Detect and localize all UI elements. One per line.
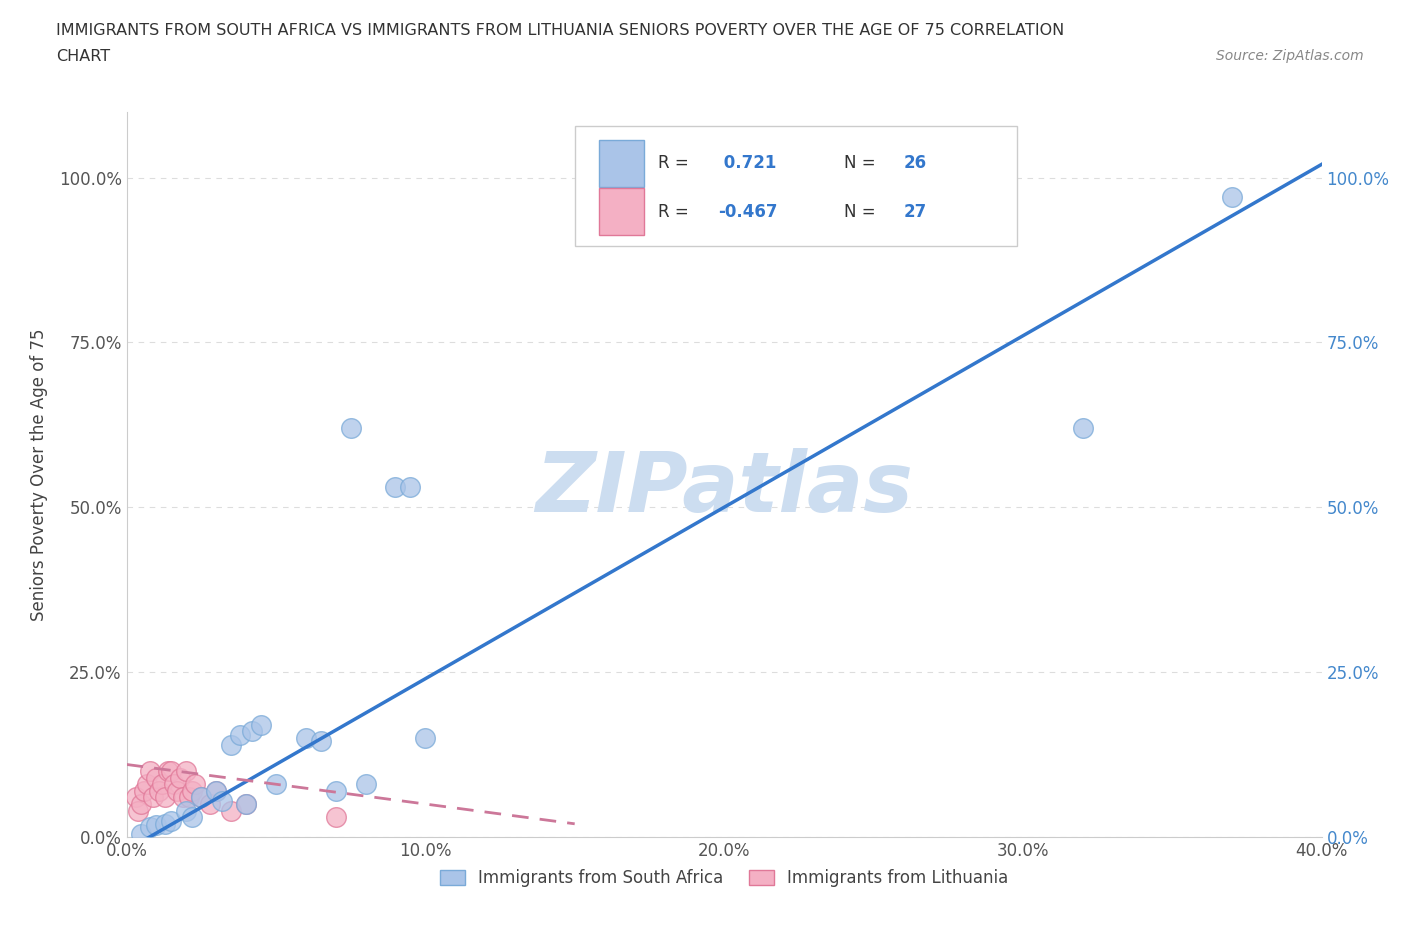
Point	[415, 731, 437, 746]
Y-axis label: Seniors Poverty Over the Age of 75: Seniors Poverty Over the Age of 75	[30, 328, 48, 620]
Text: CHART: CHART	[56, 49, 110, 64]
Point	[184, 777, 207, 791]
Text: R =: R =	[658, 203, 695, 220]
Point	[264, 777, 287, 791]
Point	[235, 797, 257, 812]
Point	[139, 764, 162, 778]
Point	[142, 790, 165, 804]
Bar	[599, 140, 644, 187]
Point	[160, 813, 183, 828]
Point	[172, 790, 194, 804]
Text: N =: N =	[844, 203, 880, 220]
Text: R =: R =	[658, 154, 695, 172]
Point	[179, 790, 201, 804]
Text: ZIPatlas: ZIPatlas	[536, 448, 912, 529]
Point	[240, 724, 263, 739]
Point	[155, 817, 177, 831]
Point	[163, 777, 186, 791]
Point	[325, 783, 347, 798]
Point	[309, 734, 332, 749]
Point	[1220, 190, 1243, 205]
Point	[136, 777, 159, 791]
Point	[250, 717, 273, 732]
Text: IMMIGRANTS FROM SOUTH AFRICA VS IMMIGRANTS FROM LITHUANIA SENIORS POVERTY OVER T: IMMIGRANTS FROM SOUTH AFRICA VS IMMIGRAN…	[56, 23, 1064, 38]
Text: N =: N =	[844, 154, 880, 172]
Point	[174, 764, 197, 778]
Text: -0.467: -0.467	[718, 203, 778, 220]
Point	[325, 810, 347, 825]
Point	[235, 797, 257, 812]
Point	[152, 777, 174, 791]
Point	[181, 783, 204, 798]
Point	[134, 783, 156, 798]
Point	[1071, 420, 1094, 435]
Point	[166, 783, 188, 798]
Point	[399, 480, 422, 495]
Point	[354, 777, 377, 791]
Point	[294, 731, 316, 746]
Point	[124, 790, 146, 804]
Point	[190, 790, 212, 804]
Point	[211, 793, 233, 808]
Point	[145, 817, 167, 832]
Point	[148, 783, 170, 798]
Point	[174, 804, 197, 818]
Point	[205, 783, 228, 798]
Point	[127, 804, 149, 818]
Point	[131, 826, 153, 841]
Bar	[599, 188, 644, 235]
Point	[384, 480, 406, 495]
Point	[219, 737, 242, 752]
Point	[181, 810, 204, 825]
Text: Source: ZipAtlas.com: Source: ZipAtlas.com	[1216, 49, 1364, 63]
Point	[229, 727, 252, 742]
Point	[219, 804, 242, 818]
Point	[160, 764, 183, 778]
Point	[200, 797, 222, 812]
Point	[339, 420, 361, 435]
FancyBboxPatch shape	[575, 126, 1017, 246]
Point	[190, 790, 212, 804]
Text: 27: 27	[903, 203, 927, 220]
Point	[155, 790, 177, 804]
Point	[205, 783, 228, 798]
Legend: Immigrants from South Africa, Immigrants from Lithuania: Immigrants from South Africa, Immigrants…	[433, 863, 1015, 894]
Point	[139, 819, 162, 834]
Text: 26: 26	[903, 154, 927, 172]
Point	[157, 764, 180, 778]
Point	[169, 770, 191, 785]
Text: 0.721: 0.721	[718, 154, 776, 172]
Point	[145, 770, 167, 785]
Point	[131, 797, 153, 812]
